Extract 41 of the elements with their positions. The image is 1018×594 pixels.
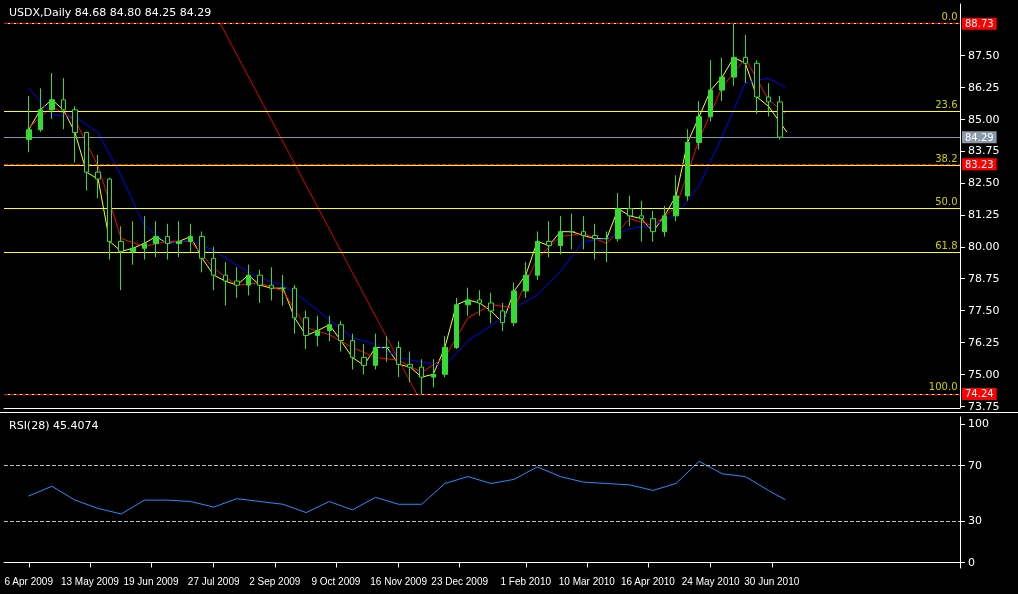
x-tick-label: 2 Sep 2009 — [249, 575, 301, 587]
annotation: 23.6 — [935, 98, 958, 110]
y-tick-label: 0 — [968, 555, 975, 569]
x-tick-label: 30 Jun 2010 — [744, 575, 800, 587]
y-tick-label: 82.50 — [968, 176, 1000, 190]
chart-title: USDX,Daily 84.68 84.80 84.25 84.29 — [9, 6, 212, 19]
x-tick-label: 16 Apr 2010 — [620, 575, 676, 587]
y-tick-label: 76.25 — [968, 336, 1000, 350]
y-tick-label: 83.75 — [968, 144, 1000, 158]
annotation: 61.8 — [935, 239, 958, 251]
x-tick-label: 10 Mar 2010 — [558, 575, 616, 587]
y-tick-label: 81.25 — [968, 208, 1000, 222]
annotation: 50.0 — [935, 196, 958, 208]
ref-line-label: 74.24 — [965, 388, 994, 400]
chart-title: RSI(28) 45.4074 — [9, 419, 99, 432]
annotation: 100.0 — [928, 381, 958, 393]
y-tick-label: 85.00 — [968, 112, 1000, 126]
annotation: 38.2 — [935, 152, 958, 164]
y-tick-label: 87.50 — [968, 48, 1000, 62]
y-tick-label: 78.75 — [968, 272, 1000, 286]
ref-line-label: 84.29 — [965, 131, 994, 143]
y-tick-label: 73.75 — [968, 400, 1000, 413]
y-tick-label: 77.50 — [968, 304, 1000, 318]
x-tick-label: 9 Oct 2009 — [311, 575, 361, 587]
y-tick-label: 80.00 — [968, 240, 1000, 254]
x-tick-label: 19 Jun 2009 — [123, 575, 179, 587]
x-tick-label: 1 Feb 2010 — [500, 575, 552, 587]
x-tick-label: 6 Apr 2009 — [4, 575, 54, 587]
y-tick-label: 70 — [968, 458, 982, 472]
ref-line-label: 88.73 — [965, 18, 994, 30]
x-tick-label: 16 Nov 2009 — [370, 575, 428, 587]
x-tick-label: 23 Dec 2009 — [431, 575, 489, 587]
x-tick-label: 27 Jul 2009 — [187, 575, 240, 587]
y-tick-label: 86.25 — [968, 80, 1000, 94]
ref-line-label: 83.23 — [965, 158, 994, 170]
y-tick-label: 100 — [968, 417, 989, 431]
x-tick-label: 13 May 2009 — [60, 575, 120, 587]
x-tick-label: 24 May 2010 — [681, 575, 741, 587]
annotation: 0.0 — [941, 11, 958, 23]
y-tick-label: 30 — [968, 514, 982, 528]
y-tick-label: 75.00 — [968, 368, 1000, 382]
